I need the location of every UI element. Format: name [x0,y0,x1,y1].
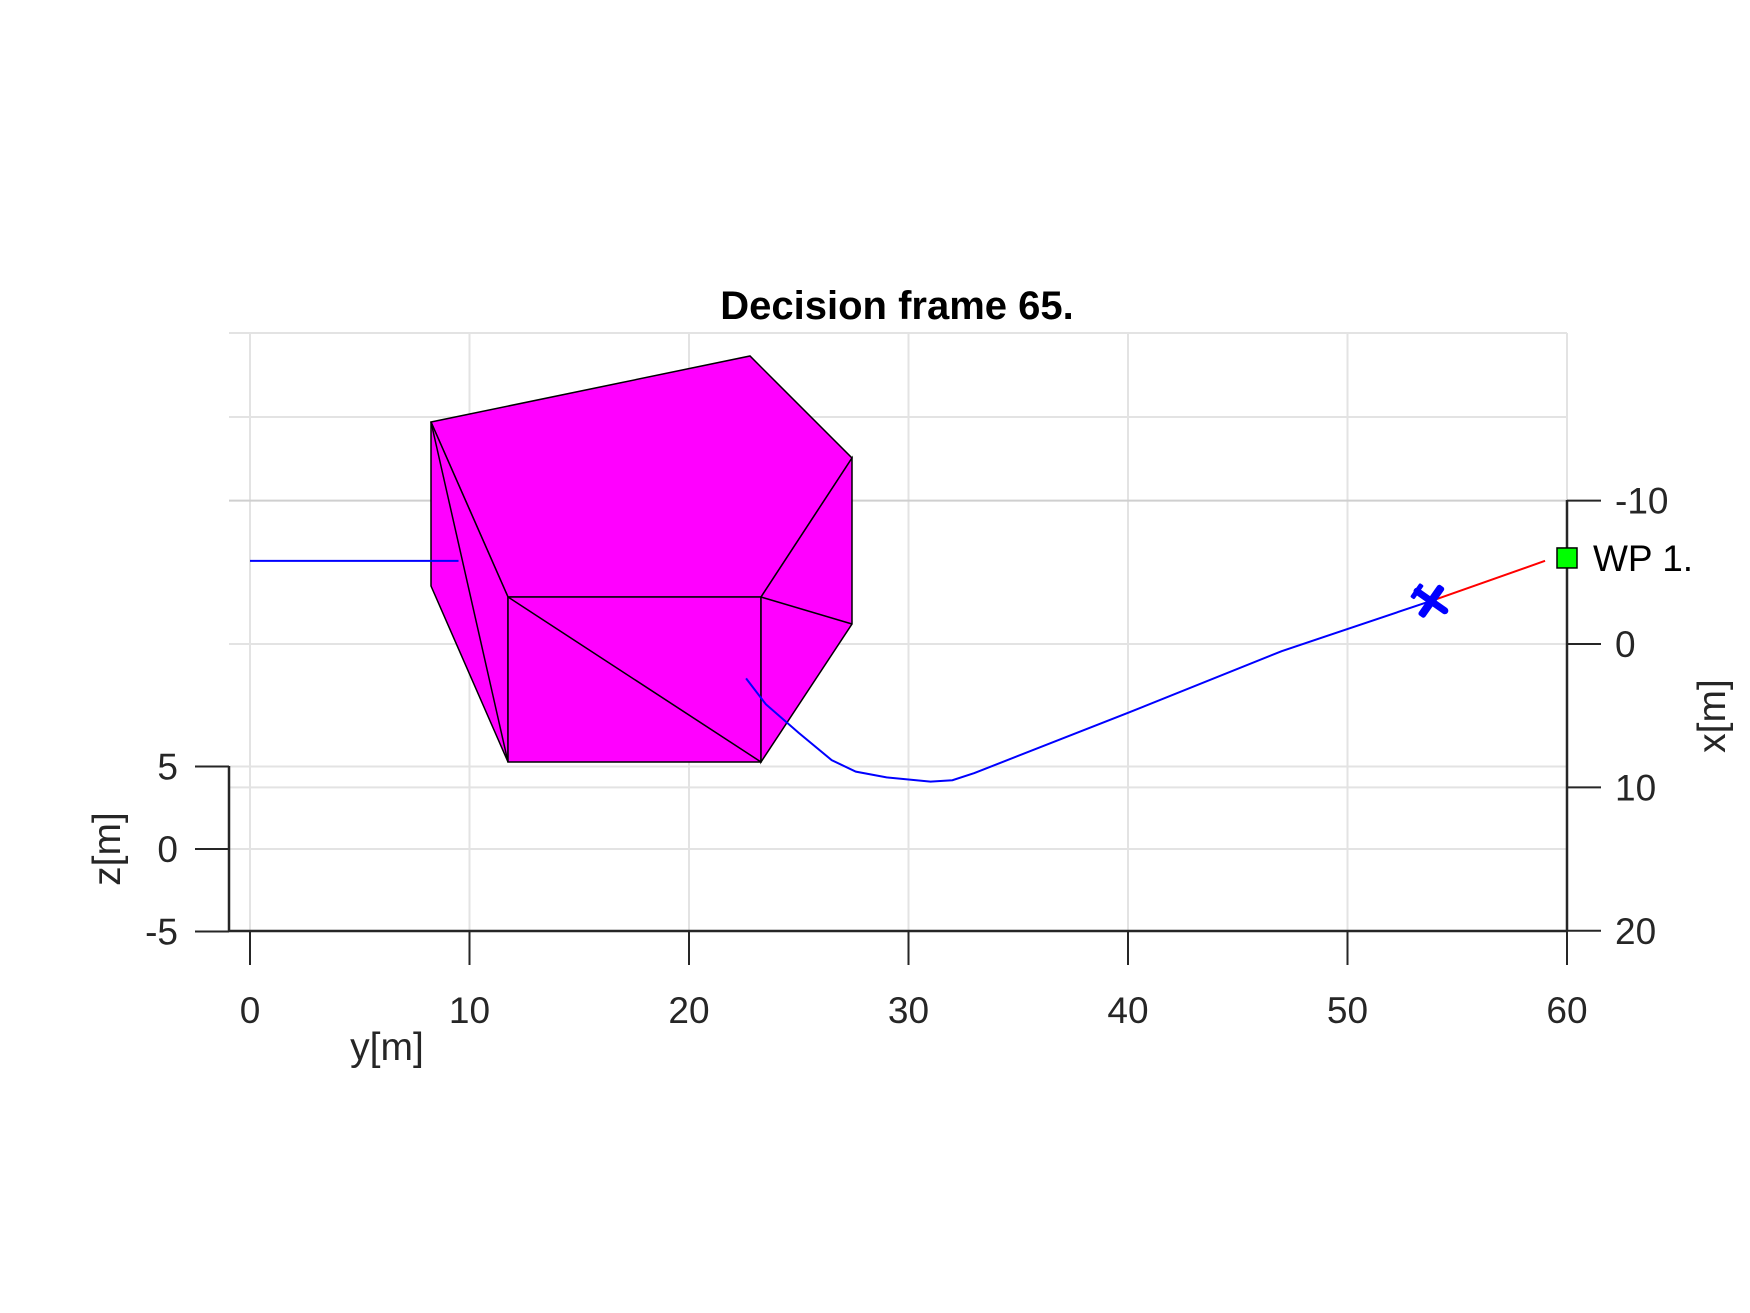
grid [229,332,1568,932]
z-axis-label: z[m] [86,812,129,886]
z-tick-label: 0 [157,829,178,870]
y-tick-label: 20 [668,990,709,1031]
obstacle-edge [507,596,762,763]
airplane-icon [1410,583,1449,618]
z-tick-label: 5 [157,747,178,788]
x-axis-label: x[m] [1691,679,1734,753]
waypoint-marker-group: WP 1. [1556,538,1693,579]
chart-title: Decision frame 65. [720,284,1074,328]
obstacle-edge [430,421,509,763]
airplane-icon-shape [1410,583,1449,618]
y-tick-label: 40 [1107,990,1148,1031]
x-tick-label: 10 [1615,767,1656,808]
z-tick-label: -5 [145,912,178,953]
trajectory-group [250,559,1546,783]
planned-segment [1434,559,1546,601]
obstacle-edge [760,596,853,625]
x-tick-label: 0 [1615,624,1636,665]
flown-path [745,601,1427,783]
y-axis-label: y[m] [350,1026,424,1069]
waypoint-label: WP 1. [1593,538,1693,579]
y-tick-label: 10 [449,990,490,1031]
y-tick-label: 50 [1327,990,1368,1031]
x-tick-label: 20 [1615,911,1656,952]
x-tick-label: -10 [1615,481,1668,522]
obstacle-polyhedron [429,355,853,765]
y-tick-label: 30 [888,990,929,1031]
airplane-tail [1410,583,1424,600]
y-tick-label: 60 [1546,990,1587,1031]
waypoint-marker [1556,547,1578,569]
airplane-wings [1418,584,1445,618]
y-tick-label: 0 [240,990,261,1031]
axes-group [195,499,1601,965]
